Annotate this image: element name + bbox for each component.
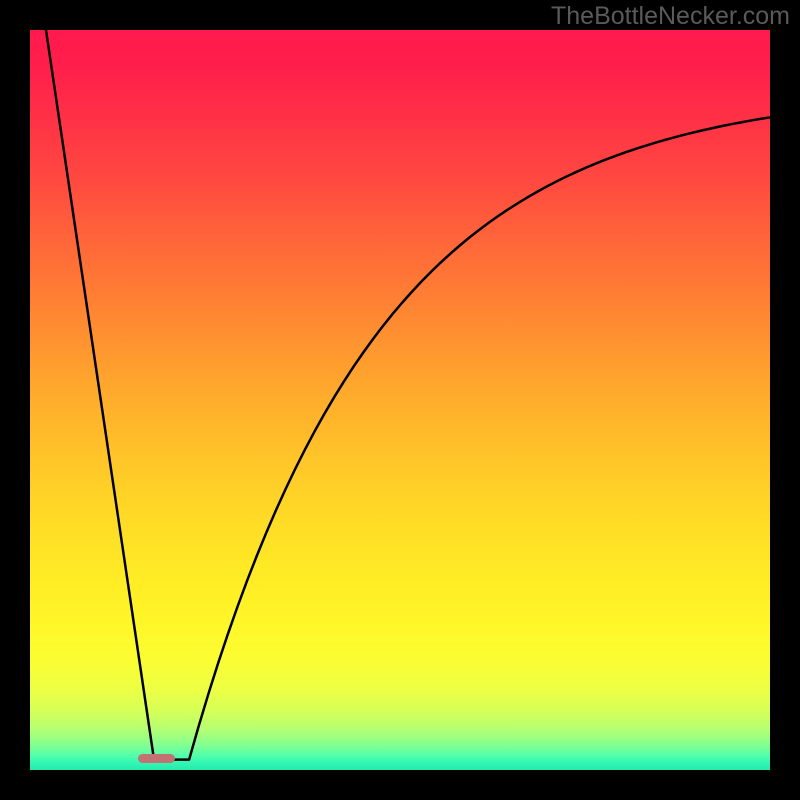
optimal-point-marker [138,754,175,763]
watermark-text: TheBottleNecker.com [551,2,790,31]
plot-area [30,30,770,770]
bottleneck-curve [30,30,770,770]
chart-container: TheBottleNecker.com [0,0,800,800]
